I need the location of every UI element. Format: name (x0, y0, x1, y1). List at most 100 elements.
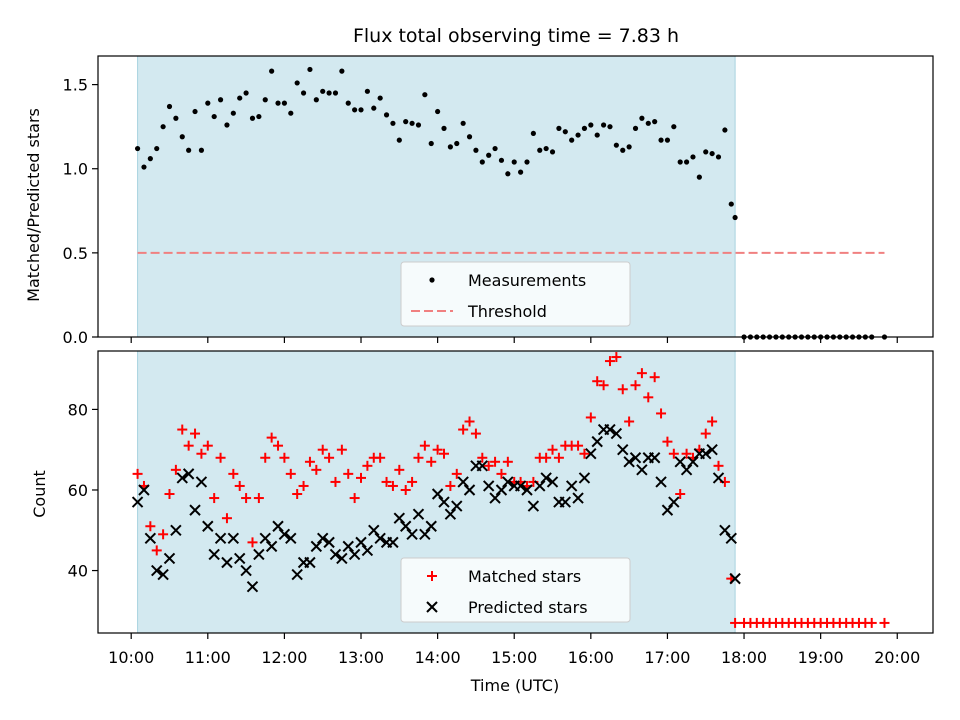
top-legend: Measurements Threshold (400, 261, 631, 327)
measurement-point (173, 115, 179, 121)
measurement-point (403, 119, 409, 125)
matched-point (458, 424, 469, 435)
predicted-point (623, 456, 635, 468)
predicted-point (336, 552, 348, 565)
matched-point (611, 352, 622, 363)
predicted-point (546, 476, 559, 488)
matched-point (668, 448, 679, 459)
predicted-point (265, 540, 278, 553)
measurement-point (632, 125, 639, 131)
top-y-tick-label: 1.0 (63, 160, 88, 179)
matched-point (490, 456, 501, 467)
predicted-point (393, 512, 406, 524)
predicted-point (687, 456, 699, 468)
predicted-point (476, 460, 489, 472)
measurement-point (288, 110, 294, 116)
predicted-point (144, 532, 157, 545)
predicted-point (253, 548, 265, 561)
predicted-point-b (438, 496, 450, 508)
matched-point (375, 452, 386, 463)
measurement-point (511, 159, 517, 165)
predicted-point (317, 532, 329, 545)
measurement-point (217, 97, 224, 103)
predicted-point-b (559, 496, 572, 508)
predicted-point-b (208, 548, 220, 561)
predicted-point (521, 484, 533, 496)
matched-point (617, 384, 628, 395)
predicted-point (729, 572, 741, 585)
chart-title: Flux total observing time = 7.83 h (353, 25, 679, 47)
matched-point (343, 468, 354, 479)
predicted-point-b (157, 568, 169, 581)
predicted-point-b (610, 427, 623, 440)
predicted-point-b (546, 476, 559, 488)
predicted-point (259, 532, 271, 545)
predicted-point-b (342, 540, 354, 553)
measurement-point (249, 115, 256, 121)
predicted-point-b (131, 496, 144, 508)
predicted-point (438, 496, 450, 508)
predicted-point-b (661, 504, 674, 516)
matched-point (209, 493, 220, 504)
measurement-point (600, 122, 607, 128)
matched-point (356, 472, 367, 483)
predicted-point-b (636, 464, 648, 476)
measurement-point (613, 142, 619, 148)
predicted-point (540, 472, 552, 484)
predicted-point-b (712, 472, 725, 484)
matched-point (643, 392, 654, 403)
measurement-point (211, 113, 217, 120)
measurement-point (715, 154, 722, 160)
predicted-point-b (170, 524, 182, 536)
x-tick-label: 18:00 (721, 648, 767, 667)
matched-point (419, 440, 430, 451)
predicted-point-b (355, 536, 367, 549)
predicted-point-b (329, 548, 342, 561)
predicted-point (234, 552, 246, 565)
measurement-point (320, 88, 326, 94)
measurement-point (652, 119, 658, 125)
measurement-point (696, 174, 702, 180)
predicted-point (578, 472, 591, 484)
matched-point (413, 452, 424, 463)
matched-point (649, 372, 660, 383)
measurement-point (147, 156, 153, 162)
predicted-point (399, 520, 412, 532)
predicted-point-b (323, 536, 335, 549)
measurement-point (243, 90, 249, 96)
predicted-point-b (144, 532, 157, 545)
matched-point (445, 480, 456, 491)
measurement-point (294, 80, 300, 86)
measurement-point (543, 145, 549, 152)
legend-predicted-b (426, 601, 438, 613)
measurement-point (620, 147, 626, 153)
x-tick-label: 17:00 (644, 648, 690, 667)
predicted-point-b (572, 492, 584, 504)
matched-point (547, 444, 558, 455)
predicted-point-b (495, 484, 508, 496)
predicted-point-b (368, 524, 380, 536)
x-tick-label: 16:00 (568, 648, 614, 667)
matched-point (496, 468, 507, 479)
predicted-point (585, 448, 597, 460)
predicted-point-b (482, 480, 495, 492)
matched-point (336, 444, 347, 455)
matched-point (247, 537, 258, 548)
matched-point (630, 380, 641, 391)
predicted-point-b (399, 520, 412, 532)
predicted-point-b (489, 492, 501, 504)
measurement-point (626, 144, 632, 150)
matched-point (183, 440, 194, 451)
measurement-point (383, 112, 390, 118)
measurement-point (664, 137, 671, 143)
predicted-point (227, 532, 240, 545)
predicted-point (444, 508, 457, 520)
predicted-point (151, 564, 163, 577)
predicted-point (214, 532, 227, 545)
predicted-point-b (412, 508, 425, 520)
predicted-point-b (195, 476, 208, 488)
predicted-point (655, 476, 667, 488)
measurement-point (645, 120, 651, 126)
measurement-point (409, 120, 415, 126)
matched-point (483, 460, 494, 471)
